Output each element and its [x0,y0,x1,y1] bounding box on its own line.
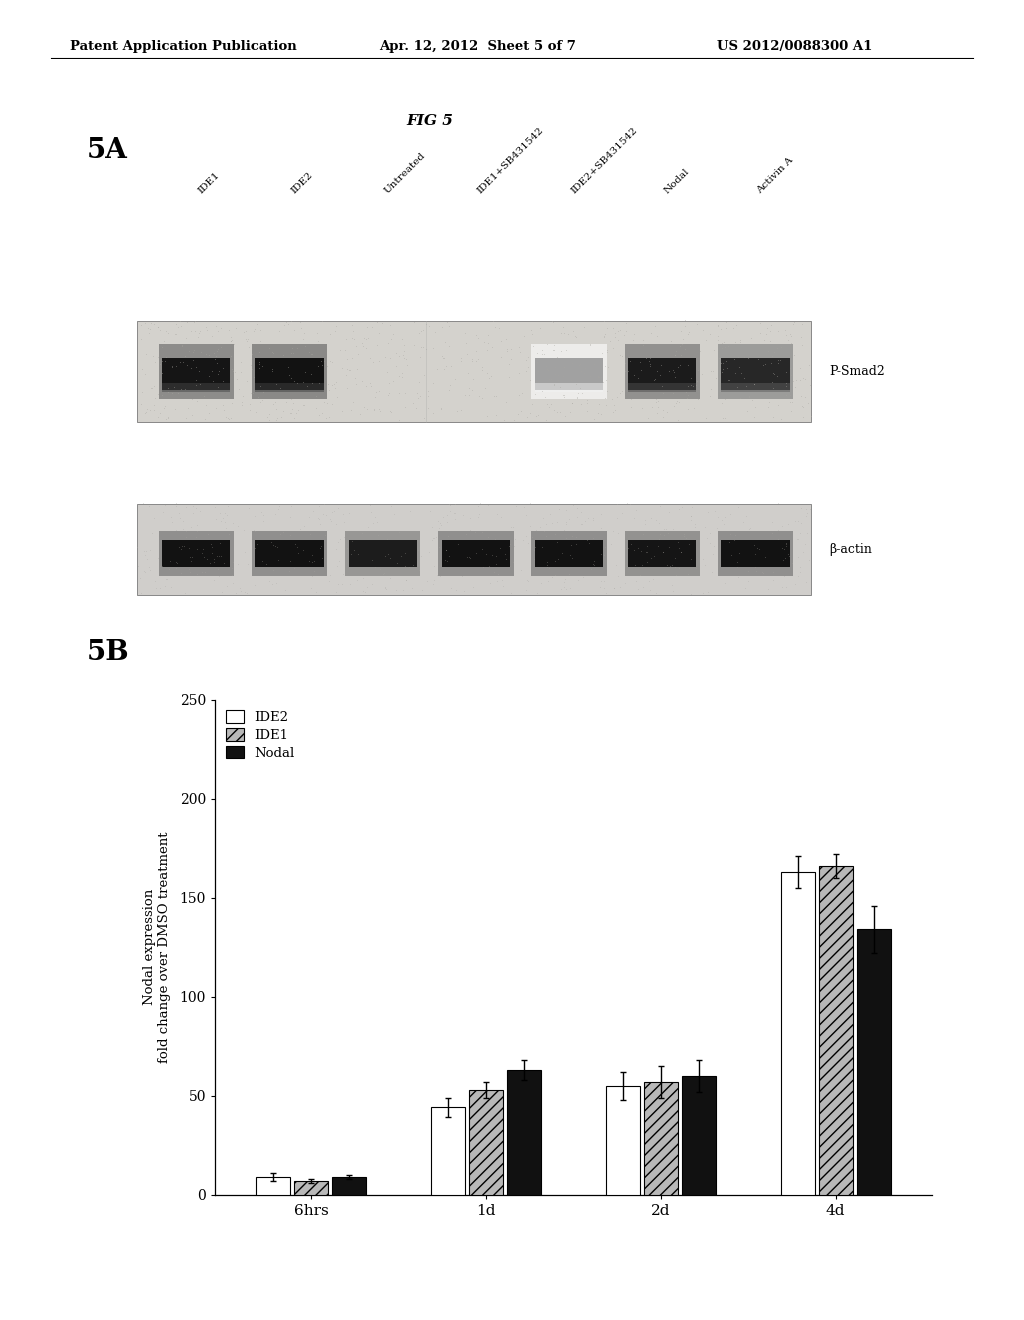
Text: Activin A: Activin A [756,156,796,195]
Bar [535,540,603,568]
Bar [625,531,699,577]
Bar [535,383,603,392]
Bar [535,358,603,389]
Text: 5A: 5A [87,137,128,165]
Bar [137,503,811,594]
Text: β-actin: β-actin [828,543,871,556]
Bar [431,1107,465,1195]
Bar [721,540,790,568]
Text: IDE2: IDE2 [290,170,314,195]
Bar [780,873,815,1195]
Text: FIG 5: FIG 5 [407,115,454,128]
Bar [438,531,513,577]
Bar [255,383,324,392]
Bar [628,540,696,568]
Bar [159,531,233,577]
Bar [159,345,233,399]
Bar [162,540,230,568]
Bar [682,1076,716,1195]
Bar [294,1180,329,1195]
Bar [252,345,328,399]
Bar [255,358,324,389]
Bar [721,383,790,392]
Bar [345,531,420,577]
Bar [162,383,230,392]
Bar [818,866,853,1195]
Bar [856,929,891,1195]
Bar [256,1177,291,1195]
Text: IDE1: IDE1 [197,170,221,195]
Bar [252,531,328,577]
Bar [137,321,811,421]
Legend: IDE2, IDE1, Nodal: IDE2, IDE1, Nodal [221,706,299,763]
Bar [721,358,790,389]
Bar [531,531,606,577]
Bar [332,1177,367,1195]
Bar [507,1069,541,1195]
Bar [531,345,606,399]
Bar [441,540,510,568]
Text: P-Smad2: P-Smad2 [828,366,885,378]
Bar [644,1082,678,1195]
Bar [469,1090,503,1195]
Bar [718,345,793,399]
Bar [628,383,696,392]
Bar [628,358,696,389]
Bar [255,540,324,568]
Bar [606,1085,640,1195]
Bar [625,345,699,399]
Bar [162,358,230,389]
Text: IDE1+SB431542: IDE1+SB431542 [476,125,546,195]
Bar [718,531,793,577]
Text: IDE2+SB431542: IDE2+SB431542 [569,125,639,195]
Text: Apr. 12, 2012  Sheet 5 of 7: Apr. 12, 2012 Sheet 5 of 7 [379,40,575,53]
Text: 5B: 5B [87,639,130,667]
Text: Nodal: Nodal [663,168,691,195]
Text: Patent Application Publication: Patent Application Publication [70,40,296,53]
Text: US 2012/0088300 A1: US 2012/0088300 A1 [717,40,872,53]
Text: Untreated: Untreated [383,152,427,195]
Bar [348,540,417,568]
Y-axis label: Nodal expression
fold change over DMSO treatment: Nodal expression fold change over DMSO t… [143,832,171,1063]
